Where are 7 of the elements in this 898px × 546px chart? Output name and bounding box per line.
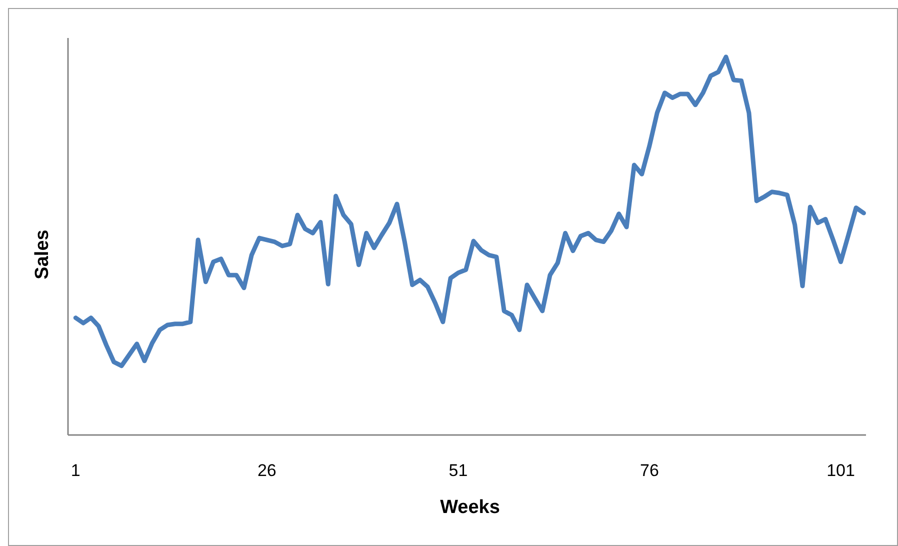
x-tick-label: 26 bbox=[257, 461, 276, 480]
x-tick-label: 76 bbox=[640, 461, 659, 480]
x-axis-title: Weeks bbox=[440, 497, 500, 518]
x-tick-label: 1 bbox=[70, 461, 80, 480]
y-axis-title: Sales bbox=[32, 230, 53, 280]
x-tick-label: 101 bbox=[826, 461, 855, 480]
x-tick-label: 51 bbox=[448, 461, 468, 480]
